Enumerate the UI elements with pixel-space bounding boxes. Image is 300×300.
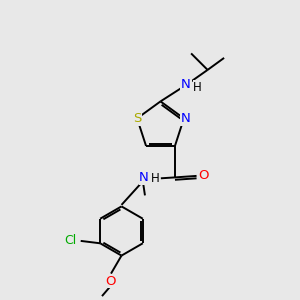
Text: N: N: [139, 171, 149, 184]
Text: Cl: Cl: [64, 234, 76, 248]
Text: N: N: [181, 78, 191, 92]
Text: H: H: [193, 81, 202, 94]
Text: O: O: [198, 169, 208, 182]
Text: H: H: [151, 172, 160, 185]
Text: S: S: [133, 112, 141, 125]
Text: N: N: [181, 112, 190, 125]
Text: O: O: [106, 274, 116, 288]
